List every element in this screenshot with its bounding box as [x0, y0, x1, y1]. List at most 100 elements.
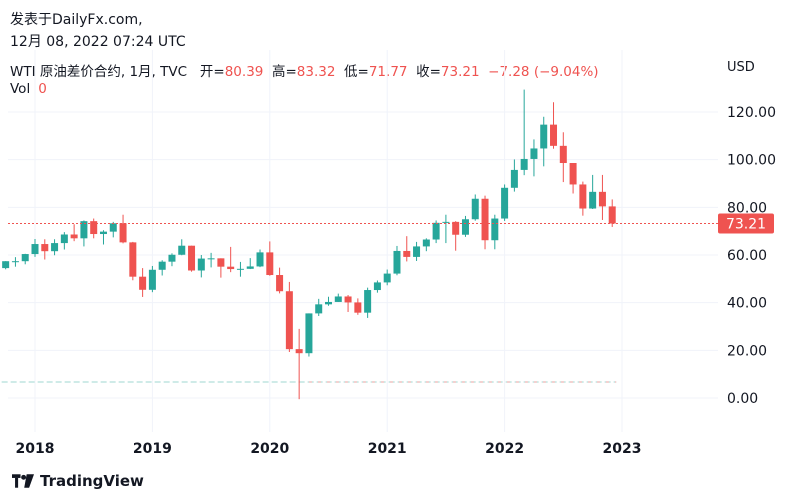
y-tick-label: 20.00 — [727, 343, 767, 359]
candle — [70, 224, 78, 242]
tradingview-logo-icon — [12, 474, 34, 488]
candle — [579, 181, 587, 216]
candle — [569, 163, 577, 194]
y-tick-label: 40.00 — [727, 296, 767, 312]
candle — [598, 174, 606, 220]
candle — [246, 258, 254, 270]
low-label: 低= — [344, 64, 369, 80]
candle — [148, 265, 156, 293]
open-value: 80.39 — [224, 64, 264, 80]
candle — [266, 241, 274, 276]
publish-datetime: 12月 08, 2022 07:24 UTC — [10, 34, 186, 50]
candle — [178, 239, 186, 256]
candle — [41, 239, 49, 260]
candle — [520, 89, 528, 176]
x-tick-label: 2020 — [250, 441, 289, 457]
volume-legend: Vol 0 — [10, 81, 47, 97]
candle — [99, 230, 107, 245]
candle — [354, 298, 362, 315]
candles — [2, 89, 616, 400]
candle — [168, 253, 176, 267]
candle — [129, 241, 137, 281]
candle — [334, 293, 342, 302]
change-value: −7.28 (−9.04%) — [488, 64, 599, 80]
candle — [383, 269, 391, 286]
candle — [295, 328, 303, 400]
x-tick-label: 2018 — [16, 441, 55, 457]
x-axis: 2018 2019 2020 2021 2022 2023 — [16, 441, 642, 457]
candle — [139, 268, 147, 297]
candle — [344, 295, 352, 312]
candle — [471, 194, 479, 221]
x-tick-label: 2021 — [368, 441, 407, 457]
candle — [217, 258, 225, 278]
candle — [119, 214, 127, 244]
candle — [510, 159, 518, 192]
candle — [393, 245, 401, 276]
candle — [530, 139, 538, 177]
volume-value: 0 — [38, 81, 47, 97]
x-tick-label: 2022 — [485, 441, 524, 457]
y-tick-label: 120.00 — [727, 105, 776, 121]
candle — [422, 238, 430, 252]
high-label: 高= — [271, 64, 297, 80]
y-axis: USD 0.00 20.00 40.00 60.00 80.00 100.00 120.00 — [727, 60, 776, 407]
high-value: 83.32 — [296, 64, 336, 80]
candle — [90, 218, 98, 239]
candle — [491, 214, 499, 250]
candle — [559, 132, 567, 183]
candle — [413, 241, 421, 261]
y-tick-label: 0.00 — [727, 391, 758, 407]
open-label: 开= — [199, 64, 225, 80]
candle — [21, 253, 29, 265]
candle — [325, 296, 332, 306]
y-tick-label: 60.00 — [727, 248, 767, 264]
candle — [373, 280, 381, 293]
candle — [11, 257, 19, 267]
footer-brand: TradingView — [40, 472, 144, 490]
candle — [31, 239, 39, 257]
close-label: 收= — [416, 64, 441, 80]
y-tick-label: 100.00 — [727, 153, 776, 169]
candle — [51, 239, 59, 256]
symbol-label: WTI 原油差价合约, 1月, TVC — [10, 64, 188, 80]
candle — [403, 236, 411, 262]
last-price-label: 73.21 — [726, 217, 766, 233]
candle — [461, 215, 469, 237]
candle — [188, 245, 196, 272]
candle — [227, 246, 235, 273]
candle — [540, 116, 548, 167]
candle — [80, 220, 88, 247]
candle — [256, 249, 264, 268]
close-value: 73.21 — [440, 64, 480, 80]
low-value: 71.77 — [368, 64, 408, 80]
candle — [158, 260, 166, 276]
candle — [236, 261, 244, 277]
candle — [276, 267, 284, 294]
candle — [452, 221, 460, 251]
volume-label: Vol — [10, 81, 31, 97]
grid — [8, 50, 718, 432]
candle — [608, 199, 616, 227]
candle — [550, 102, 558, 149]
candle — [589, 174, 597, 210]
candle — [501, 184, 509, 221]
candle — [207, 252, 215, 268]
ohlc-legend: WTI 原油差价合约, 1月, TVC 开=80.39 高=83.32 低=71… — [10, 60, 599, 80]
candle — [442, 214, 450, 244]
candle — [481, 195, 489, 250]
last-price-tag — [718, 213, 774, 234]
last-price-line: 73.21 — [8, 213, 774, 234]
y-axis-unit: USD — [727, 60, 755, 75]
candle — [432, 220, 440, 244]
candle — [197, 255, 205, 278]
x-tick-label: 2023 — [603, 441, 642, 457]
x-tick-label: 2019 — [133, 441, 172, 457]
candle — [315, 298, 323, 317]
publisher-line: 发表于DailyFx.com, — [10, 12, 143, 28]
candle — [285, 281, 293, 353]
y-tick-label: 80.00 — [727, 200, 767, 216]
candle — [2, 261, 10, 270]
candle — [109, 221, 117, 238]
